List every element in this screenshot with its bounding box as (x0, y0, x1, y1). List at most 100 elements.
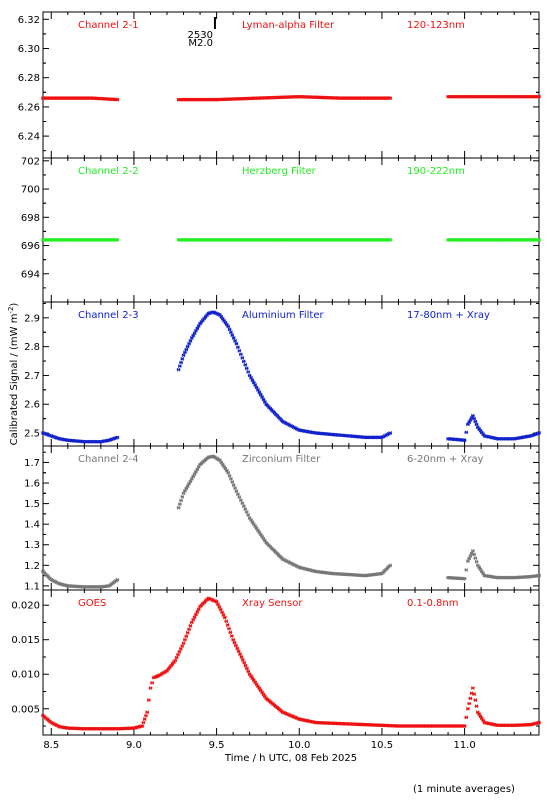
data-point (218, 607, 223, 612)
data-point (537, 238, 541, 242)
data-point (231, 637, 235, 642)
data-point (244, 366, 249, 371)
data-point (234, 643, 238, 648)
data-point (473, 419, 478, 424)
data-point (184, 486, 189, 491)
band-label: 120-123nm (407, 20, 465, 31)
data-point (388, 238, 393, 242)
data-point (191, 617, 196, 622)
data-point (227, 327, 232, 332)
data-point (194, 469, 198, 474)
x-tick-label: 11.0 (453, 740, 475, 751)
data-point (183, 637, 187, 642)
data-point (144, 713, 148, 718)
data-point (467, 556, 472, 561)
data-point (195, 610, 200, 614)
data-point (145, 710, 150, 715)
data-point (468, 418, 473, 422)
data-point (239, 655, 244, 659)
data-point (234, 489, 239, 494)
data-point (226, 324, 231, 329)
data-point (246, 513, 251, 517)
data-point (115, 97, 120, 102)
x-tick-label: 9.5 (209, 740, 225, 751)
data-point (234, 341, 239, 346)
data-point (188, 624, 193, 628)
data-point (462, 438, 467, 443)
data-point (257, 390, 262, 395)
band-label: 17-80nm + Xray (407, 310, 490, 321)
data-point (466, 706, 470, 711)
data-point (245, 666, 249, 671)
data-point (184, 347, 189, 352)
data-point (189, 620, 194, 625)
data-point (473, 698, 478, 702)
data-point (214, 599, 219, 604)
averaging-footnote: (1 minute averages) (413, 784, 515, 795)
data-point (468, 696, 473, 701)
data-point (471, 686, 475, 690)
data-point (466, 422, 470, 427)
data-point (194, 612, 198, 617)
y-tick-label: 0.005 (11, 704, 40, 715)
data-point (236, 649, 241, 654)
data-point (233, 339, 237, 343)
channel-label: GOES (78, 598, 106, 609)
data-point (228, 630, 233, 635)
data-point (481, 571, 485, 576)
data-point (475, 563, 480, 568)
data-point (472, 416, 476, 421)
flare-class-label: M2.0 (188, 38, 213, 49)
filter-label: Lyman-alpha Filter (242, 20, 335, 31)
data-point (231, 483, 236, 487)
x-tick-label: 10.0 (288, 740, 310, 751)
data-point (464, 430, 469, 435)
filter-label: Xray Sensor (242, 598, 303, 609)
y-axis-label-main: Calibrated Signal / (mW m (9, 314, 20, 446)
y-tick-label: 698 (21, 213, 40, 224)
y-tick-label: 700 (21, 185, 40, 196)
data-point (115, 435, 120, 440)
data-point (229, 330, 233, 335)
y-tick-label: 2.5 (24, 429, 40, 440)
data-point (238, 652, 242, 656)
data-point (261, 397, 266, 402)
data-point (474, 422, 479, 427)
data-point (196, 465, 201, 469)
data-point (231, 336, 236, 340)
panel-5: 0.005 0.010 0.015 0.020 GOES Xray Sensor 0.1-0… (11, 589, 541, 751)
flare-time-label: 2530 (187, 30, 212, 41)
series-points (41, 94, 541, 102)
data-point (238, 498, 243, 503)
data-point (187, 481, 191, 486)
y-tick-label: 0.020 (11, 601, 40, 612)
y-tick-label: 2.7 (24, 371, 40, 382)
data-point (464, 715, 469, 720)
filter-label: Herzberg Filter (242, 166, 317, 177)
data-point (217, 605, 222, 609)
panel-frame (42, 11, 540, 159)
data-point (141, 720, 146, 725)
data-point (180, 357, 185, 361)
data-point (232, 640, 237, 645)
data-point (174, 655, 179, 660)
data-point (236, 345, 240, 350)
data-point (258, 392, 263, 397)
data-point (187, 627, 191, 632)
data-point (478, 714, 483, 719)
panel-1: 6.24 6.26 6.28 6.30 6.32 Channel 2-1 Lyman-alp… (18, 11, 541, 159)
data-point (179, 498, 183, 503)
data-point (115, 238, 120, 242)
data-point (227, 626, 231, 631)
data-point (250, 378, 255, 383)
data-point (185, 344, 190, 349)
data-point (262, 399, 267, 404)
channel-label: Channel 2-4 (78, 454, 139, 465)
data-point (195, 467, 200, 472)
data-point (243, 363, 248, 367)
data-point (140, 724, 145, 728)
data-point (192, 331, 197, 336)
data-point (236, 492, 240, 497)
data-point (178, 647, 183, 651)
data-point (254, 385, 259, 390)
